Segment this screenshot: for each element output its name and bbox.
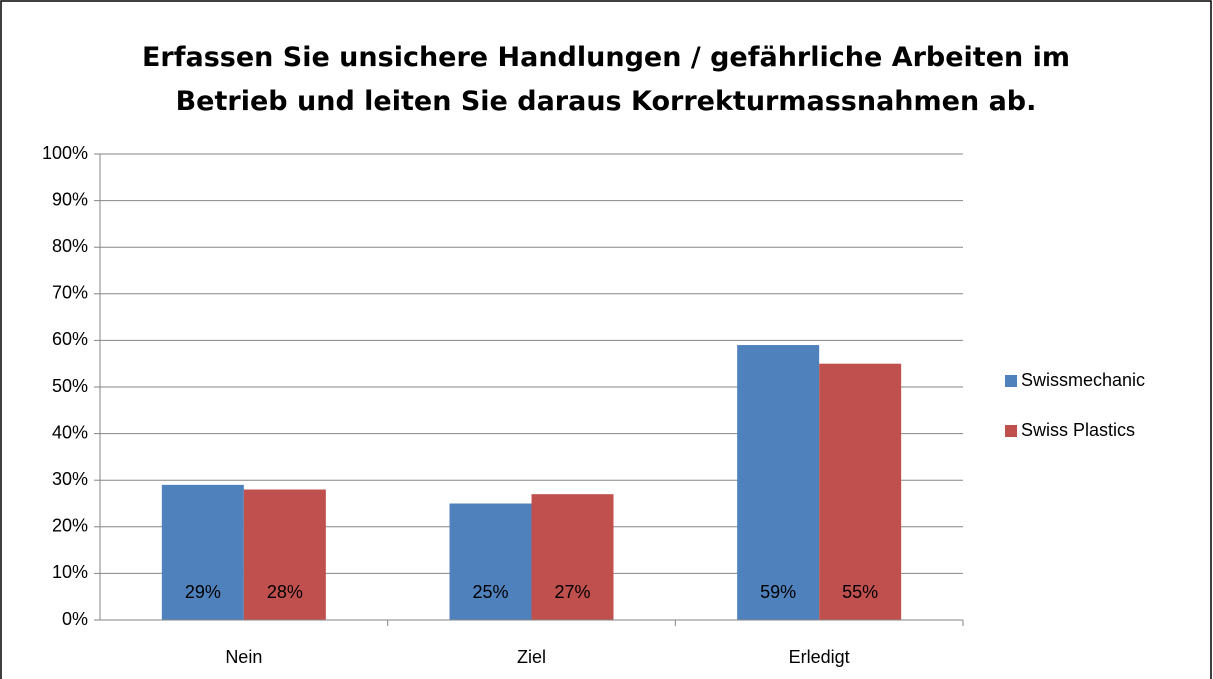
bar xyxy=(819,363,902,620)
y-tick-label: 50% xyxy=(52,376,88,396)
data-label: 25% xyxy=(472,582,508,602)
y-tick-label: 90% xyxy=(52,189,88,209)
y-tick-label: 20% xyxy=(52,516,88,536)
y-tick-label: 60% xyxy=(52,329,88,349)
legend-label: Swissmechanic xyxy=(1021,370,1145,390)
chart-title: Erfassen Sie unsichere Handlungen / gefä… xyxy=(141,42,1071,117)
data-label: 28% xyxy=(267,582,303,602)
x-tick-label: Ziel xyxy=(517,647,546,667)
legend-swatch xyxy=(1005,375,1017,387)
y-tick-label: 80% xyxy=(52,236,88,256)
y-tick-label: 100% xyxy=(42,143,88,163)
bar xyxy=(243,489,326,620)
y-tick-label: 0% xyxy=(62,609,88,629)
bar xyxy=(161,484,244,620)
legend-swatch xyxy=(1005,425,1017,437)
y-tick-label: 70% xyxy=(52,283,88,303)
y-tick-label: 10% xyxy=(52,562,88,582)
data-label: 59% xyxy=(760,582,796,602)
data-label: 55% xyxy=(842,582,878,602)
bar xyxy=(737,345,820,620)
bar xyxy=(449,503,532,620)
data-label: 27% xyxy=(554,582,590,602)
x-tick-label: Erledigt xyxy=(789,647,850,667)
bar xyxy=(531,494,614,620)
y-tick-label: 30% xyxy=(52,469,88,489)
legend-label: Swiss Plastics xyxy=(1021,420,1135,440)
y-tick-label: 40% xyxy=(52,422,88,442)
data-label: 29% xyxy=(185,582,221,602)
x-tick-label: Nein xyxy=(225,647,262,667)
